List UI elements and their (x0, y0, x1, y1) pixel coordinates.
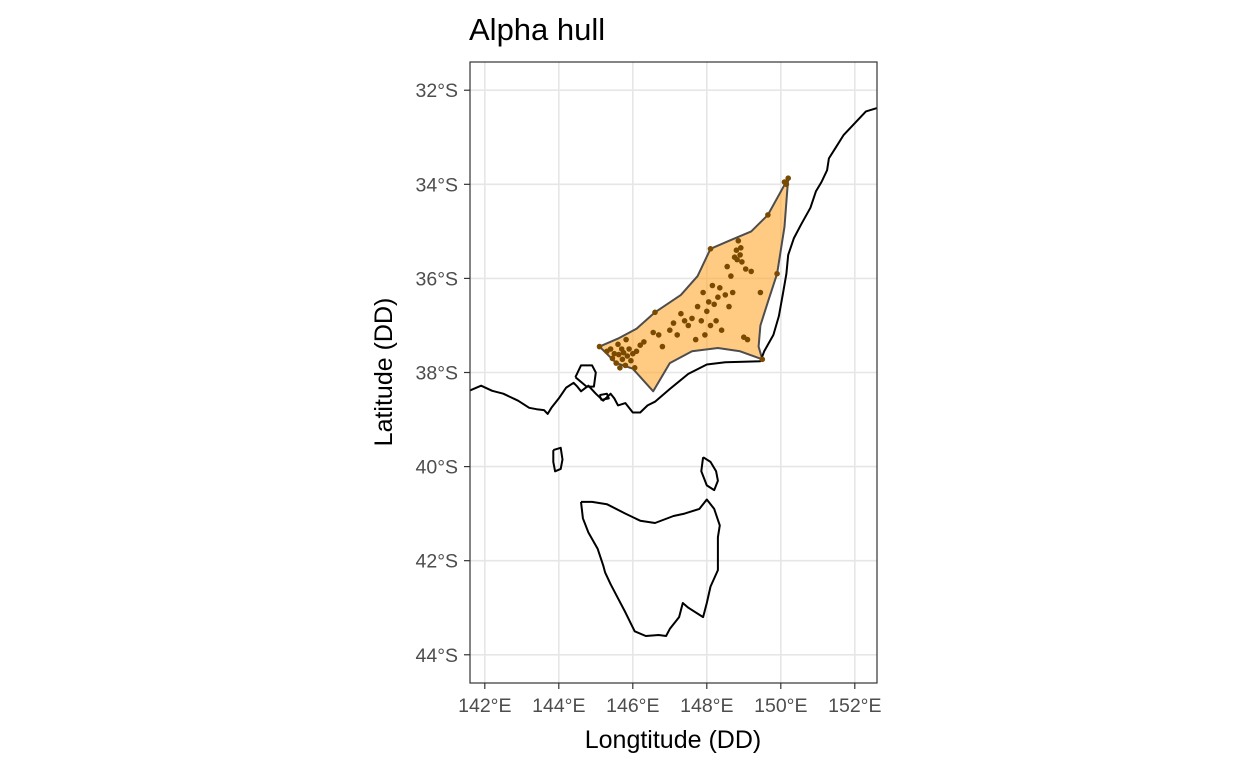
x-tick-label-5: 152°E (828, 695, 881, 717)
coastline-layer (469, 107, 878, 637)
occurrence-point-49 (724, 263, 730, 270)
y-tick-label-0: 32°S (416, 80, 459, 102)
occurrence-point-43 (711, 301, 717, 308)
occurrence-point-50 (726, 303, 732, 310)
occurrence-point-40 (707, 246, 714, 252)
occurrence-point-52 (729, 289, 736, 296)
occurrence-point-13 (623, 336, 629, 343)
occurrence-point-2 (607, 346, 614, 352)
occurrence-point-23 (652, 309, 658, 316)
occurrence-point-67 (774, 270, 780, 277)
occurrence-point-38 (704, 308, 710, 315)
x-tick-label-1: 144°E (532, 695, 585, 717)
occurrence-point-55 (734, 256, 740, 263)
occurrence-point-47 (718, 327, 725, 334)
occurrence-point-58 (738, 245, 744, 251)
y-tick-label-2: 36°S (416, 268, 459, 290)
y-tick-label-1: 34°S (416, 174, 459, 196)
occurrence-point-66 (765, 212, 771, 218)
occurrence-point-42 (709, 282, 716, 289)
occurrence-point-41 (707, 322, 714, 329)
occurrence-point-20 (637, 342, 643, 349)
occurrence-point-10 (619, 356, 626, 363)
occurrence-point-48 (722, 292, 729, 298)
occurrence-point-22 (650, 329, 656, 336)
y-tick-label-6: 44°S (416, 645, 459, 667)
occurrence-point-30 (681, 318, 688, 324)
occurrence-point-15 (626, 346, 632, 352)
occurrence-point-12 (622, 362, 629, 369)
occurrence-point-8 (617, 365, 623, 371)
coastline-flinders-island (700, 456, 719, 492)
x-tick-label-0: 142°E (458, 695, 511, 717)
occurrence-point-37 (702, 332, 708, 338)
occurrence-point-65 (759, 356, 766, 363)
occurrence-point-31 (685, 322, 692, 329)
occurrence-point-33 (692, 336, 699, 343)
coastline-phillip-island (598, 392, 610, 401)
occurrence-point-56 (735, 238, 742, 244)
occurrence-point-59 (739, 259, 745, 265)
occurrence-point-21 (641, 339, 647, 345)
occurrence-point-57 (737, 252, 743, 258)
occurrence-point-61 (742, 266, 749, 272)
occurrence-point-32 (689, 315, 695, 322)
x-axis-ticks: 142°E 144°E 146°E 148°E 150°E 152°E (458, 683, 881, 717)
occurrence-point-35 (698, 318, 705, 324)
occurrence-point-18 (631, 365, 638, 371)
occurrence-point-46 (717, 285, 723, 291)
occurrence-point-6 (615, 341, 621, 348)
occurrence-point-26 (667, 327, 673, 334)
occurrence-point-5 (613, 360, 619, 366)
y-tick-label-4: 40°S (416, 457, 459, 479)
occurrence-point-39 (705, 299, 712, 305)
occurrence-point-51 (728, 273, 734, 279)
occurrence-point-4 (611, 350, 618, 357)
occurrence-point-36 (700, 289, 706, 296)
x-tick-label-3: 148°E (680, 695, 733, 717)
occurrence-point-27 (670, 320, 677, 326)
occurrence-point-45 (715, 294, 721, 301)
coastline-king-island (552, 446, 564, 473)
chart-title: Alpha hull (469, 12, 605, 47)
occurrence-point-62 (744, 336, 751, 343)
occurrence-point-25 (659, 343, 666, 350)
x-axis-title: Longtitude (DD) (585, 726, 761, 754)
occurrence-point-0 (596, 343, 603, 350)
coastline-port-phillip (574, 364, 597, 388)
y-tick-label-3: 38°S (416, 363, 459, 385)
occurrence-point-64 (757, 289, 764, 296)
occurrence-point-28 (674, 332, 680, 338)
occurrence-point-14 (624, 353, 631, 359)
occurrence-point-3 (609, 355, 616, 362)
coastline-tasmania (580, 498, 721, 637)
occurrence-point-54 (733, 247, 740, 253)
occurrence-point-19 (633, 348, 640, 355)
occurrence-point-16 (628, 357, 634, 364)
occurrence-point-11 (620, 349, 627, 356)
occurrence-point-70 (783, 181, 790, 188)
y-tick-label-5: 42°S (416, 551, 459, 573)
occurrence-point-44 (713, 318, 719, 324)
y-axis-ticks: 32°S 34°S 36°S 38°S 40°S 42°S 44°S (416, 80, 470, 667)
x-tick-label-2: 146°E (606, 695, 659, 717)
coastline-mainland (469, 107, 878, 415)
occurrence-point-34 (694, 303, 701, 310)
grid-lines (470, 62, 877, 683)
occurrence-point-63 (748, 268, 754, 275)
occurrence-points-layer (596, 175, 791, 371)
occurrence-point-69 (785, 175, 791, 181)
x-tick-label-4: 150°E (754, 695, 807, 717)
occurrence-point-24 (655, 332, 662, 338)
occurrence-point-7 (615, 351, 622, 358)
y-axis-title: Latitude (DD) (370, 298, 398, 447)
occurrence-point-29 (678, 310, 684, 317)
